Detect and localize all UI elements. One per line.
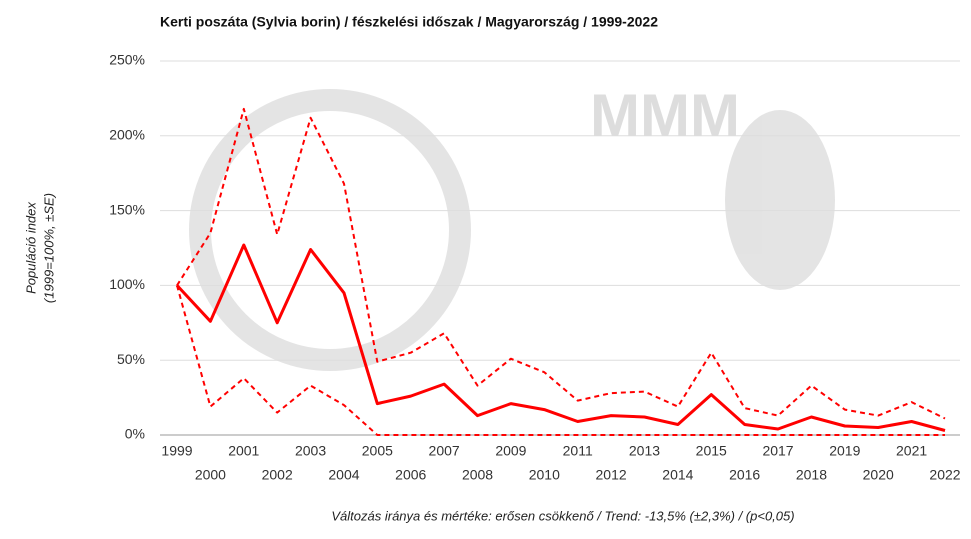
y-tick-label: 200% (109, 127, 145, 143)
y-tick-label: 50% (117, 351, 145, 367)
x-tick-label: 2021 (896, 443, 927, 459)
x-tick-label: 2002 (262, 467, 293, 483)
x-tick-label: 2022 (929, 467, 960, 483)
x-tick-label: 2013 (629, 443, 660, 459)
x-tick-label: 2001 (228, 443, 259, 459)
x-tick-label: 2010 (529, 467, 560, 483)
y-tick-label: 100% (109, 276, 145, 292)
x-tick-label: 2003 (295, 443, 326, 459)
chart-title: Kerti poszáta (Sylvia borin) / fészkelés… (160, 14, 658, 30)
y-axis-title: (1999=100%, ±SE) (41, 193, 56, 303)
x-tick-label: 2018 (796, 467, 827, 483)
x-tick-label: 2004 (328, 467, 359, 483)
y-tick-label: 0% (125, 426, 145, 442)
x-tick-label: 2012 (596, 467, 627, 483)
x-tick-label: 2016 (729, 467, 760, 483)
series-line (177, 245, 945, 431)
x-tick-label: 2015 (696, 443, 727, 459)
y-tick-label: 250% (109, 52, 145, 68)
x-tick-label: 2020 (863, 467, 894, 483)
chart: MMM Kerti poszáta (Sylvia borin) / fészk… (0, 0, 971, 539)
x-tick-label: 1999 (161, 443, 192, 459)
x-tick-label: 2005 (362, 443, 393, 459)
x-tick-label: 2017 (762, 443, 793, 459)
series-line (177, 109, 945, 419)
x-tick-label: 2000 (195, 467, 226, 483)
y-tick-label: 150% (109, 201, 145, 217)
x-tick-label: 2014 (662, 467, 693, 483)
y-axis-title: Populáció index (23, 202, 38, 294)
x-tick-label: 2009 (495, 443, 526, 459)
watermark: MMM (200, 82, 835, 360)
x-tick-label: 2007 (429, 443, 460, 459)
x-tick-label: 2019 (829, 443, 860, 459)
x-tick-label: 2011 (563, 443, 593, 459)
x-tick-label: 2008 (462, 467, 493, 483)
svg-text:MMM: MMM (590, 82, 740, 149)
x-tick-label: 2006 (395, 467, 426, 483)
footnote: Változás iránya és mértéke: erősen csökk… (331, 508, 794, 523)
